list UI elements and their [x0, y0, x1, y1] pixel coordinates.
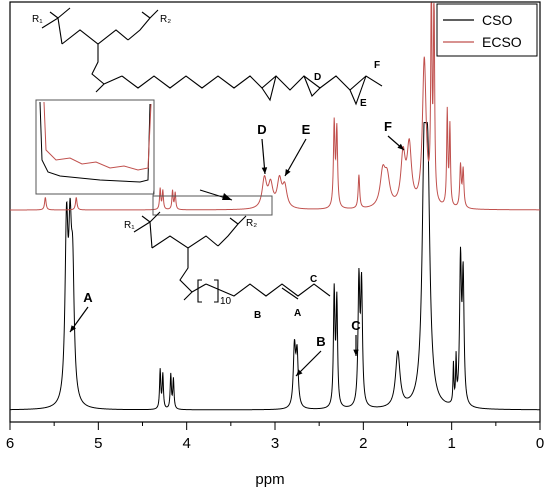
peak-arrowhead-e — [285, 169, 291, 176]
inset-trace-cso — [39, 101, 151, 183]
zoom-region-box — [152, 195, 273, 216]
ecso-epoxide-3 — [349, 75, 367, 106]
ecso-structure: R₁ R₂ D E F — [32, 7, 383, 109]
peak-label-c: C — [351, 318, 361, 333]
ecso-glycerol-backbone — [61, 29, 129, 45]
ecso-label-d: D — [314, 72, 321, 83]
legend-box — [436, 3, 538, 57]
ecso-ester-left — [41, 7, 71, 45]
inset-pointer-arrow — [222, 193, 232, 200]
x-axis: 6 5 4 3 2 1 0 — [6, 422, 544, 452]
cso-fatty-chain — [205, 283, 331, 297]
cso-ester-right — [217, 215, 247, 247]
x-tick-label: 2 — [359, 435, 367, 452]
series-layer — [10, 2, 540, 411]
cso-ester-mid — [179, 248, 207, 301]
peak-arrowhead-f — [397, 143, 404, 150]
x-tick-label: 6 — [6, 435, 14, 452]
ecso-r2: R₂ — [160, 14, 171, 25]
legend: CSO ECSO — [436, 3, 538, 57]
cso-r2: R₂ — [246, 218, 257, 229]
ecso-r1: R₁ — [32, 14, 43, 25]
ecso-ester-right — [127, 9, 159, 41]
peak-arrow-e — [284, 138, 307, 177]
inset-frame — [35, 99, 155, 195]
peak-arrowhead-d — [261, 167, 268, 174]
ecso-label-f: F — [374, 60, 380, 71]
peak-label-e: E — [302, 122, 311, 137]
ecso-epoxide-1 — [261, 75, 277, 102]
x-axis-label: ppm — [255, 471, 284, 488]
peak-arrowhead-b — [296, 369, 303, 376]
x-tick-label: 3 — [271, 435, 279, 452]
cso-double-bond — [281, 287, 299, 300]
spectrum-line-ecso — [10, 2, 540, 211]
peak-arrowhead-c — [353, 349, 359, 356]
peak-label-d: D — [257, 122, 266, 137]
ecso-fatty-chain — [121, 75, 383, 91]
x-tick-label: 4 — [182, 435, 190, 452]
cso-repeat-bracket — [197, 279, 219, 303]
cso-label-c: C — [310, 274, 317, 285]
cso-ester-left — [133, 211, 161, 249]
legend-label-ecso: ECSO — [482, 34, 522, 50]
ecso-ester-mid — [91, 44, 123, 93]
peak-arrowhead-a — [70, 325, 76, 332]
cso-repeat-count: 10 — [220, 296, 232, 307]
peak-label-b: B — [316, 334, 325, 349]
inset-connector — [152, 189, 155, 197]
spectrum-line-cso — [10, 121, 540, 411]
cso-r1: R₁ — [124, 220, 135, 231]
cso-label-a: A — [294, 308, 301, 319]
legend-label-cso: CSO — [482, 12, 512, 28]
cso-label-b: B — [254, 310, 261, 321]
zoom-inset — [35, 99, 273, 216]
x-tick-label: 1 — [447, 435, 455, 452]
annotation-layer: A B C D E F — [69, 119, 405, 377]
ecso-epoxide-2 — [303, 75, 321, 97]
x-tick-label: 0 — [536, 435, 544, 452]
x-tick-label: 5 — [94, 435, 102, 452]
peak-label-a: A — [83, 290, 93, 305]
cso-structure: R₁ R₂ 10 B A C — [124, 211, 331, 321]
inset-trace-ecso — [43, 101, 152, 171]
plot-frame — [9, 1, 541, 423]
cso-glycerol-backbone — [151, 235, 219, 249]
peak-label-f: F — [384, 119, 392, 134]
ecso-label-e: E — [360, 98, 367, 109]
